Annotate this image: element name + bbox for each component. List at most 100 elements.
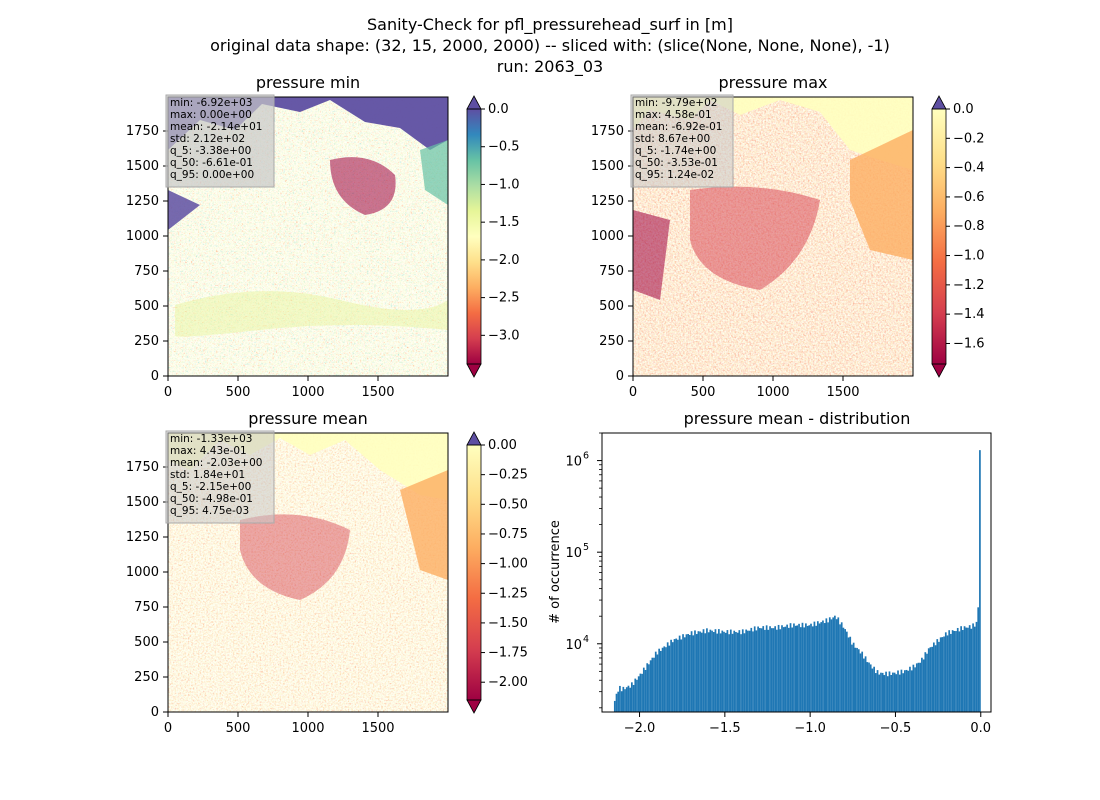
histogram-bar bbox=[834, 615, 836, 712]
histogram-bar bbox=[926, 653, 928, 712]
histogram-bar bbox=[784, 626, 787, 712]
histogram-bar bbox=[625, 687, 628, 712]
histogram-bar bbox=[953, 630, 956, 712]
y-tick-label: 1250 bbox=[591, 194, 624, 209]
y-tick-exponent: 5 bbox=[583, 542, 589, 553]
histogram-bar bbox=[977, 607, 980, 712]
stats-box: min: -1.33e+03 max: 4.43e-01 mean: -2.03… bbox=[165, 430, 275, 524]
histogram-bar bbox=[897, 670, 899, 712]
histogram-bar bbox=[943, 636, 945, 712]
histogram-bar bbox=[624, 689, 626, 712]
histogram-bar bbox=[747, 630, 749, 712]
colorbar-tick-label: −1.5 bbox=[488, 215, 520, 230]
histogram-bar bbox=[856, 647, 858, 712]
colorbar-tick-label: −1.75 bbox=[488, 646, 528, 661]
histogram-bar bbox=[973, 626, 976, 712]
colorbar-tick-label: −2.5 bbox=[488, 291, 520, 306]
colorbar: 0.00 −0.25 −0.50 −0.75 −1.00 −1.25 −1.50 −1.75 −… bbox=[466, 431, 528, 714]
y-tick-label: 500 bbox=[134, 635, 159, 650]
y-tick-label: 10 bbox=[565, 546, 582, 561]
histogram-bar bbox=[760, 628, 763, 712]
histogram-bar bbox=[883, 675, 886, 712]
stats-line: q_5: -3.38e+00 bbox=[170, 145, 251, 157]
histogram-bar bbox=[970, 628, 973, 712]
figure-title-line-1: Sanity-Check for pfl_pressurehead_surf i… bbox=[367, 15, 733, 35]
figure-title-line-2: original data shape: (32, 15, 2000, 2000… bbox=[210, 36, 890, 55]
histogram-bar bbox=[767, 629, 770, 712]
histogram-bar bbox=[917, 662, 920, 712]
panel-histogram: pressure mean - distribution # of occurr… bbox=[548, 409, 992, 736]
histogram-bar bbox=[892, 672, 894, 712]
histogram-bar bbox=[620, 691, 623, 712]
histogram-bar bbox=[668, 645, 671, 712]
histogram-bar bbox=[948, 630, 951, 712]
colorbar-tick-label: −1.4 bbox=[953, 307, 985, 322]
histogram-bar bbox=[656, 654, 659, 712]
y-tick-label: 250 bbox=[134, 334, 159, 349]
histogram-bar bbox=[670, 639, 672, 712]
histogram-bar bbox=[958, 631, 961, 712]
histogram-bar bbox=[857, 649, 860, 712]
histogram-bar bbox=[852, 642, 855, 712]
histogram-bar bbox=[704, 633, 707, 712]
histogram-bar bbox=[646, 663, 649, 712]
histogram-bar bbox=[673, 639, 676, 712]
histogram-bar bbox=[661, 647, 664, 712]
histogram-bar bbox=[750, 627, 753, 712]
histogram-bar bbox=[847, 637, 850, 712]
histogram-bar bbox=[675, 638, 678, 712]
histogram-bar bbox=[965, 627, 968, 712]
histogram-bar bbox=[861, 651, 864, 712]
stats-line: std: 1.84e+01 bbox=[170, 469, 245, 481]
histogram-bar bbox=[692, 635, 695, 712]
histogram-bar bbox=[764, 629, 766, 712]
y-tick-label: 10 bbox=[565, 455, 582, 470]
histogram-bar bbox=[938, 641, 940, 712]
panel-pressure-mean: pressure mean 0 500 1000 1500 bbox=[126, 409, 528, 736]
histogram-bar bbox=[798, 623, 800, 712]
histogram-bar bbox=[663, 646, 666, 712]
histogram-bar bbox=[914, 667, 916, 712]
y-tick-label: 1250 bbox=[126, 194, 159, 209]
histogram-bar bbox=[902, 673, 904, 712]
histogram-bar bbox=[762, 626, 765, 712]
x-axis: 0 500 1000 1500 bbox=[164, 712, 395, 736]
histogram-bar bbox=[905, 669, 908, 712]
histogram-bar bbox=[880, 672, 882, 712]
colorbar-tick-label: −2.00 bbox=[488, 675, 528, 690]
colorbar-tick-label: −0.2 bbox=[953, 131, 985, 146]
histogram-bar bbox=[844, 629, 846, 712]
histogram-bar bbox=[885, 671, 887, 712]
histogram-bar bbox=[799, 627, 802, 712]
histogram-bar bbox=[931, 646, 933, 712]
y-tick-label: 1500 bbox=[126, 495, 159, 510]
histogram-bar bbox=[728, 634, 730, 712]
colorbar-tick-label: −3.0 bbox=[488, 328, 520, 343]
colorbar-extend-over bbox=[466, 95, 482, 110]
histogram-bar bbox=[909, 666, 911, 712]
histogram-bar bbox=[961, 630, 964, 712]
stats-line: q_5: -2.15e+00 bbox=[170, 481, 251, 493]
colorbar-tick-label: −1.0 bbox=[953, 249, 985, 264]
x-tick-label: 0 bbox=[164, 385, 172, 400]
histogram-bar bbox=[972, 623, 974, 712]
histogram-bar bbox=[700, 632, 703, 712]
y-tick-label: 1500 bbox=[126, 159, 159, 174]
histogram-bar bbox=[967, 627, 969, 712]
x-tick-label: −1.0 bbox=[794, 721, 826, 736]
histogram-bar bbox=[886, 676, 889, 712]
histogram-bar bbox=[915, 663, 918, 712]
histogram-bar bbox=[651, 657, 654, 712]
histogram-bar bbox=[716, 633, 719, 712]
histogram-bar bbox=[946, 635, 949, 712]
y-tick-label: 1500 bbox=[591, 159, 624, 174]
histogram-bar bbox=[876, 670, 879, 712]
histogram-bar bbox=[863, 658, 865, 712]
histogram-bar bbox=[695, 634, 698, 712]
histogram-bar bbox=[629, 687, 632, 712]
histogram-bar bbox=[837, 617, 840, 712]
histogram-bar bbox=[781, 625, 783, 712]
stats-line: q_95: 1.24e-02 bbox=[635, 169, 714, 181]
panel-pressure-max: pressure max 0 500 1000 1500 bbox=[591, 73, 985, 400]
histogram-title: pressure mean - distribution bbox=[684, 409, 911, 428]
